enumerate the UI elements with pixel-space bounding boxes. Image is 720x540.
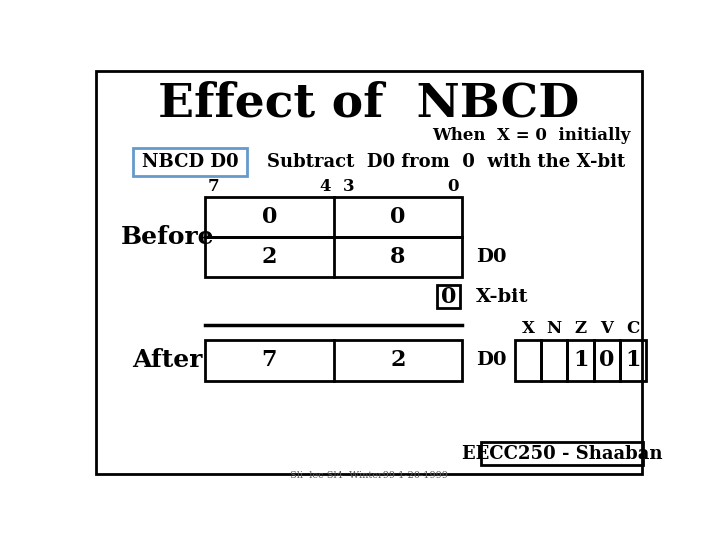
Bar — [132, 148, 248, 176]
Text: Sli  lec Sl4  Winter99 1-20-1999: Sli lec Sl4 Winter99 1-20-1999 — [290, 471, 448, 480]
Bar — [437, 285, 461, 308]
Text: 1: 1 — [573, 349, 588, 372]
Text: 2: 2 — [390, 349, 406, 372]
Text: 0: 0 — [262, 206, 277, 228]
Text: D0: D0 — [476, 248, 506, 266]
Text: 0: 0 — [599, 349, 615, 372]
Text: 2: 2 — [261, 246, 277, 268]
Bar — [541, 340, 567, 381]
Text: 0: 0 — [441, 286, 456, 308]
Bar — [567, 340, 594, 381]
Text: C: C — [626, 320, 640, 336]
Text: 1: 1 — [626, 349, 641, 372]
Bar — [204, 340, 462, 381]
Text: After: After — [132, 348, 203, 373]
Text: EECC250 - Shaaban: EECC250 - Shaaban — [462, 444, 662, 463]
Text: Subtract  D0 from  0  with the X-bit: Subtract D0 from 0 with the X-bit — [267, 153, 626, 171]
Text: When  X = 0  initially: When X = 0 initially — [433, 127, 631, 144]
Text: D0: D0 — [476, 352, 506, 369]
Text: V: V — [600, 320, 613, 336]
Text: Effect of  NBCD: Effect of NBCD — [158, 80, 580, 126]
Text: Before: Before — [121, 225, 215, 249]
Bar — [204, 197, 462, 237]
Text: NBCD D0: NBCD D0 — [142, 153, 238, 171]
Text: N: N — [546, 320, 562, 336]
Bar — [515, 340, 541, 381]
Text: 7: 7 — [208, 178, 220, 195]
Bar — [594, 340, 620, 381]
Bar — [204, 237, 462, 278]
Text: Z: Z — [575, 320, 587, 336]
Text: 4  3: 4 3 — [320, 178, 355, 195]
Bar — [620, 340, 647, 381]
Text: X-bit: X-bit — [476, 288, 528, 306]
Bar — [481, 442, 644, 465]
Text: X: X — [521, 320, 534, 336]
Text: 0: 0 — [447, 178, 459, 195]
Text: 7: 7 — [261, 349, 277, 372]
Text: 8: 8 — [390, 246, 406, 268]
Text: 0: 0 — [390, 206, 406, 228]
